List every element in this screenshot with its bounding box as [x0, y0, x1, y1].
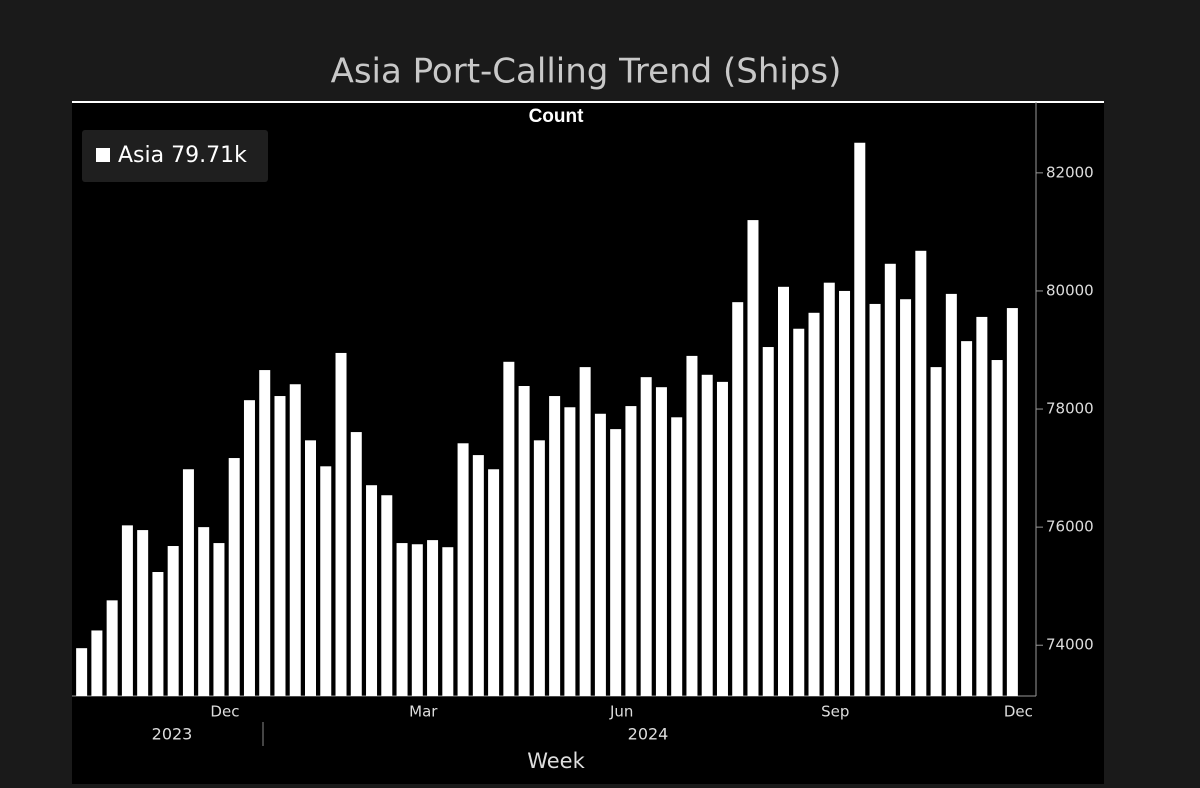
bar	[808, 312, 820, 696]
year-label: 2024	[628, 725, 669, 744]
bar	[716, 381, 728, 696]
bar	[106, 600, 118, 696]
axis-title: Count	[529, 106, 585, 127]
bar	[793, 328, 805, 696]
bar	[823, 282, 835, 696]
bar	[152, 572, 164, 696]
legend-label: Asia 79.71k	[118, 143, 247, 168]
y-tick-label: 78000	[1046, 400, 1094, 418]
bar	[213, 543, 225, 696]
x-tick-label: Dec	[210, 703, 239, 721]
bar	[930, 367, 942, 696]
bar	[839, 290, 851, 696]
bar	[228, 458, 240, 696]
bar	[991, 360, 1003, 696]
x-tick-label: Dec	[1004, 703, 1033, 721]
bar	[366, 485, 378, 696]
bar	[91, 630, 103, 696]
bar	[198, 527, 210, 696]
bar	[900, 299, 912, 696]
bar	[167, 546, 179, 696]
y-tick-label: 80000	[1046, 281, 1094, 299]
bar	[457, 443, 469, 696]
y-tick-label: 74000	[1046, 636, 1094, 654]
bar	[320, 466, 332, 696]
bar	[747, 220, 759, 697]
bar	[686, 355, 698, 696]
year-label: 2023	[152, 725, 193, 744]
bar	[778, 286, 789, 696]
bar	[411, 544, 423, 696]
chart-title: Asia Port-Calling Trend (Ships)	[331, 52, 842, 92]
bar	[182, 469, 194, 696]
bar	[381, 495, 393, 696]
bar	[533, 440, 545, 696]
bar	[961, 341, 973, 696]
x-tick-label: Mar	[409, 703, 438, 721]
bar	[442, 547, 454, 696]
bar	[610, 429, 622, 696]
bar	[305, 440, 316, 696]
bar	[76, 648, 88, 696]
bar	[427, 540, 439, 696]
bar	[884, 263, 896, 696]
bar	[243, 400, 255, 696]
bar	[1006, 308, 1018, 696]
legend-swatch	[96, 148, 110, 162]
bar	[503, 361, 515, 696]
bar	[259, 370, 271, 696]
bar	[396, 543, 408, 696]
x-axis-title: Week	[527, 749, 585, 773]
x-tick-label: Sep	[821, 703, 849, 721]
bar	[564, 407, 576, 696]
bar	[732, 302, 744, 696]
bar	[762, 347, 774, 696]
bar	[549, 396, 561, 696]
bar	[488, 469, 500, 696]
bar	[121, 525, 133, 696]
bar	[350, 432, 362, 696]
bar	[594, 413, 606, 696]
bar	[945, 293, 957, 696]
bar	[579, 367, 591, 696]
bar	[518, 386, 530, 696]
bar	[869, 303, 881, 696]
bar	[335, 352, 347, 696]
x-tick-label: Jun	[609, 703, 633, 721]
bar	[671, 417, 683, 696]
bar	[625, 406, 637, 696]
bar	[289, 384, 301, 696]
bar	[976, 316, 988, 696]
y-tick-label: 76000	[1046, 518, 1094, 536]
bar	[472, 455, 484, 696]
y-tick-label: 82000	[1046, 163, 1094, 181]
bar	[655, 387, 667, 696]
bar	[854, 142, 866, 696]
bar	[915, 250, 927, 696]
bar	[137, 530, 149, 696]
bar	[701, 374, 713, 696]
bar	[640, 377, 652, 696]
legend-box	[82, 130, 268, 182]
bar	[274, 396, 286, 696]
